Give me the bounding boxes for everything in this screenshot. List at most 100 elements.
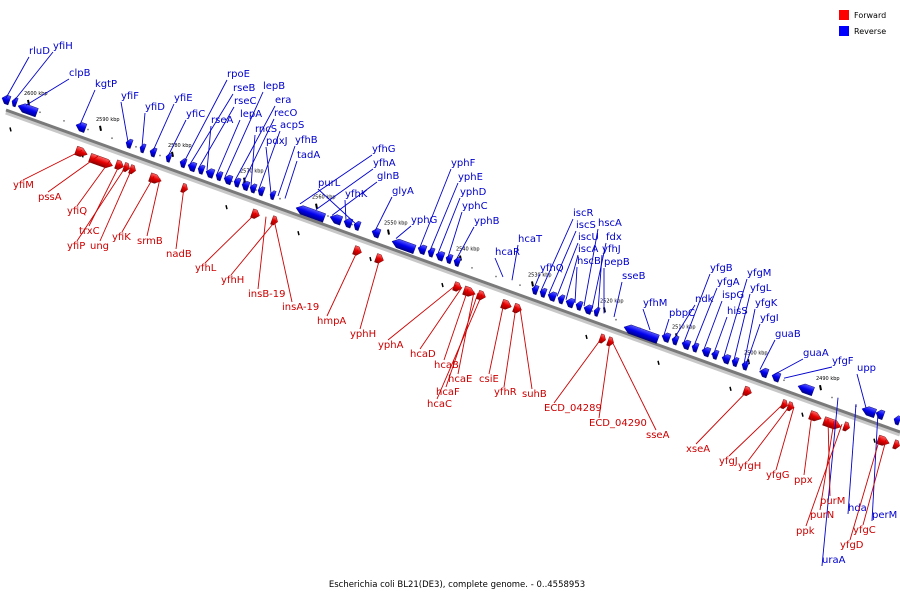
gene-label-fdx: fdx	[606, 232, 622, 243]
gene-leader-line	[871, 412, 879, 522]
gene-label-nadb: nadB	[166, 249, 192, 260]
gene-leader-line	[583, 228, 599, 307]
gene-leader-line	[455, 226, 475, 261]
reverse-gene-arrow	[661, 332, 672, 343]
gene-label-pdxj: pdxJ	[266, 136, 288, 147]
gene-leader-line	[146, 178, 161, 237]
gene-label-yfhq: yfhQ	[540, 263, 564, 274]
reverse-gene-arrow	[593, 307, 601, 317]
scale-dash	[801, 412, 804, 417]
reverse-gene-arrow	[165, 152, 173, 163]
gene-label-guab: guaB	[775, 329, 801, 340]
gene-leader-line	[359, 257, 381, 330]
forward-gene	[842, 421, 850, 432]
gene-label-ndk: ndk	[695, 294, 714, 305]
reverse-gene	[593, 307, 601, 317]
forward-gene-arrow	[742, 385, 752, 397]
gene-label-trxc: trxC	[79, 226, 100, 237]
gene-label-yfic: yfiC	[186, 109, 205, 120]
gene-label-ppk: ppk	[796, 526, 815, 537]
gene-leader-line	[728, 402, 785, 457]
gene-label-rncs: rncS	[255, 124, 277, 135]
scale-tick	[387, 229, 390, 235]
gene-leader-line	[713, 316, 728, 354]
reverse-gene	[249, 183, 258, 194]
gene-label-rsea: rseA	[211, 115, 233, 126]
reverse-strand-genes	[1, 94, 900, 426]
gene-leader-line	[230, 219, 277, 276]
reverse-gene-arrow	[797, 383, 815, 397]
gene-leader-line	[443, 289, 469, 361]
scale-dot	[279, 197, 281, 200]
forward-gene	[352, 245, 362, 256]
backbone-line	[5, 108, 900, 434]
gene-leader-line	[76, 160, 111, 207]
scale-dash	[9, 127, 12, 132]
forward-gene-arrow	[892, 439, 900, 450]
forward-gene-arrow	[74, 145, 88, 157]
reverse-gene-arrow	[241, 180, 251, 192]
scale-dot	[831, 396, 833, 399]
gene-label-yfgc: yfgC	[853, 525, 876, 536]
gene-leader-line	[257, 216, 267, 290]
gene-label-yfhh: yfhH	[221, 275, 244, 286]
gene-label-yfhr: yfhR	[494, 387, 517, 398]
reverse-gene-arrow	[215, 171, 224, 182]
gene-leader-line	[121, 176, 155, 233]
gene-label-guaa: guaA	[803, 348, 829, 359]
gene-leader-line	[703, 300, 723, 350]
reverse-gene	[1, 94, 12, 106]
gene-leader-line	[447, 211, 463, 258]
gene-label-yphd: yphD	[460, 187, 487, 198]
scale-tick-label: 2560 kbp	[312, 195, 336, 201]
gene-label-yfhj: yfhJ	[602, 244, 621, 255]
scale-tick	[531, 281, 534, 287]
forward-gene-arrow	[876, 434, 890, 446]
gene-leader-line	[204, 212, 257, 264]
gene-leader-line	[437, 197, 461, 254]
reverse-gene	[187, 161, 198, 173]
scale-dash	[585, 334, 588, 340]
scale-dot	[495, 275, 497, 278]
gene-label-yphg: yphG	[411, 215, 437, 226]
gene-label-purn: purN	[810, 510, 834, 521]
gene-leader-line	[597, 254, 603, 312]
forward-gene-arrow	[374, 253, 384, 264]
reverse-gene-arrow	[125, 138, 134, 149]
forward-gene-arrow	[180, 182, 188, 193]
gene-leader-line	[234, 105, 276, 181]
scale-tick	[171, 151, 174, 157]
legend-label-reverse: Reverse	[854, 27, 886, 36]
gene-label-yfgd: yfgD	[840, 540, 864, 551]
gene-leader-line	[556, 242, 579, 297]
reverse-gene-arrow	[269, 190, 277, 201]
gene-leader-line	[299, 154, 373, 205]
gene-leader-line	[22, 149, 83, 181]
gene-label-yphb: yphB	[474, 216, 500, 227]
reverse-gene	[179, 158, 188, 169]
gene-leader-line	[683, 273, 711, 343]
gene-leader-line	[141, 112, 146, 148]
forward-gene-arrow	[598, 333, 606, 344]
reverse-gene-arrow	[1, 94, 12, 106]
gene-label-yfiq: yfiQ	[67, 206, 87, 217]
gene-leader-line	[315, 168, 374, 211]
gene-label-acps: acpS	[280, 120, 304, 131]
reverse-gene	[205, 168, 216, 179]
gene-leader-line	[99, 168, 133, 242]
gene-leader-line	[5, 56, 30, 99]
forward-gene-arrow	[250, 208, 260, 219]
gene-label-yfif: yfiF	[121, 91, 139, 102]
scale-dash	[369, 256, 372, 262]
reverse-gene-arrow	[17, 103, 39, 118]
backbone-shadow	[5, 109, 900, 437]
gene-label-yphc: yphC	[462, 201, 488, 212]
gene-label-pepb: pepB	[604, 257, 630, 268]
gene-leader-line	[663, 318, 670, 336]
gene-leader-line	[803, 413, 813, 476]
figure-caption: Escherichia coli BL21(DE3), complete gen…	[329, 580, 585, 590]
gene-label-tada: tadA	[297, 150, 320, 161]
gene-label-ypha: yphA	[378, 340, 404, 351]
reverse-gene-arrow	[11, 97, 19, 108]
